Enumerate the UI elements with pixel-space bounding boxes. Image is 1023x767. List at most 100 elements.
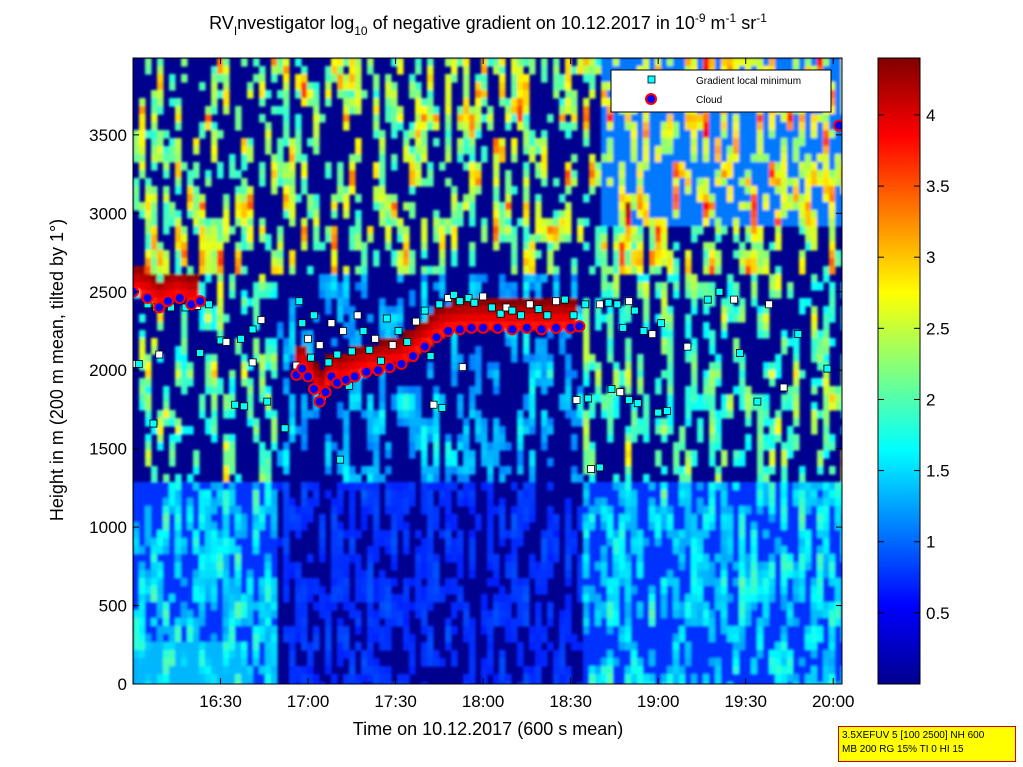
heatmap-cell: [745, 122, 752, 131]
heatmap-cell: [613, 530, 620, 539]
heatmap-cell: [409, 250, 416, 259]
heatmap-cell: [421, 314, 428, 323]
heatmap-cell: [307, 586, 314, 595]
heatmap-cell: [451, 610, 458, 619]
heatmap-cell: [667, 562, 674, 571]
heatmap-cell: [349, 234, 356, 243]
heatmap-cell: [751, 546, 758, 555]
heatmap-cell: [163, 482, 170, 491]
heatmap-cell: [607, 170, 614, 179]
heatmap-cell: [643, 418, 650, 427]
heatmap-cell: [673, 482, 680, 491]
heatmap-cell: [313, 226, 320, 235]
heatmap-cell: [511, 586, 518, 595]
heatmap-cell: [241, 210, 248, 219]
heatmap-cell: [511, 90, 518, 99]
heatmap-cell: [349, 650, 356, 659]
heatmap-cell: [175, 274, 182, 283]
heatmap-cell: [151, 522, 158, 531]
heatmap-cell: [697, 434, 704, 443]
heatmap-cell: [439, 594, 446, 603]
heatmap-cell: [637, 266, 644, 275]
heatmap-cell: [763, 130, 770, 139]
heatmap-cell: [451, 546, 458, 555]
heatmap-cell: [181, 642, 188, 651]
heatmap-cell: [481, 298, 488, 307]
heatmap-cell: [217, 378, 224, 387]
heatmap-cell: [661, 530, 668, 539]
heatmap-cell: [187, 378, 194, 387]
heatmap-cell: [373, 410, 380, 419]
heatmap-cell: [523, 522, 530, 531]
heatmap-cell: [367, 658, 374, 667]
heatmap-cell: [667, 522, 674, 531]
heatmap-cell: [163, 162, 170, 171]
heatmap-cell: [445, 218, 452, 227]
heatmap-cell: [703, 594, 710, 603]
heatmap-cell: [373, 634, 380, 643]
heatmap-cell: [613, 594, 620, 603]
heatmap-cell: [523, 146, 530, 155]
heatmap-cell: [571, 122, 578, 131]
heatmap-cell: [343, 578, 350, 587]
heatmap-cell: [601, 650, 608, 659]
heatmap-cell: [643, 538, 650, 547]
heatmap-cell: [571, 90, 578, 99]
heatmap-cell: [541, 146, 548, 155]
heatmap-cell: [373, 530, 380, 539]
heatmap-cell: [271, 170, 278, 179]
heatmap-cell: [739, 130, 746, 139]
heatmap-cell: [631, 170, 638, 179]
heatmap-cell: [751, 218, 758, 227]
heatmap-cell: [547, 218, 554, 227]
heatmap-cell: [445, 90, 452, 99]
heatmap-cell: [373, 610, 380, 619]
heatmap-cell: [697, 154, 704, 163]
heatmap-cell: [367, 618, 374, 627]
heatmap-cell: [589, 578, 596, 587]
heatmap-cell: [649, 138, 656, 147]
heatmap-cell: [241, 586, 248, 595]
heatmap-cell: [331, 498, 338, 507]
heatmap-cell: [679, 578, 686, 587]
heatmap-cell: [739, 242, 746, 251]
heatmap-cell: [229, 610, 236, 619]
heatmap-cell: [619, 602, 626, 611]
heatmap-cell: [133, 514, 140, 523]
heatmap-cell: [235, 586, 242, 595]
heatmap-cell: [193, 450, 200, 459]
heatmap-cell: [199, 538, 206, 547]
heatmap-cell: [199, 618, 206, 627]
heatmap-cell: [637, 578, 644, 587]
heatmap-cell: [763, 122, 770, 131]
heatmap-cell: [571, 282, 578, 291]
heatmap-cell: [757, 210, 764, 219]
heatmap-cell: [637, 482, 644, 491]
heatmap-cell: [607, 682, 614, 684]
heatmap-cell: [253, 626, 260, 635]
heatmap-cell: [673, 242, 680, 251]
heatmap-cell: [475, 122, 482, 131]
heatmap-cell: [301, 594, 308, 603]
heatmap-cell: [163, 626, 170, 635]
heatmap-cell: [445, 106, 452, 115]
heatmap-cell: [187, 482, 194, 491]
heatmap-cell: [553, 530, 560, 539]
heatmap-cell: [319, 522, 326, 531]
heatmap-cell: [343, 562, 350, 571]
heatmap-cell: [493, 506, 500, 515]
heatmap-cell: [361, 242, 368, 251]
heatmap-cell: [535, 682, 542, 684]
heatmap-cell: [721, 458, 728, 467]
heatmap-cell: [559, 74, 566, 83]
heatmap-cell: [607, 354, 614, 363]
heatmap-cell: [553, 66, 560, 75]
heatmap-cell: [415, 90, 422, 99]
heatmap-cell: [139, 346, 146, 355]
heatmap-cell: [487, 114, 494, 123]
heatmap-cell: [175, 170, 182, 179]
heatmap-cell: [271, 362, 278, 371]
heatmap-cell: [385, 666, 392, 675]
heatmap-cell: [253, 562, 260, 571]
heatmap-cell: [445, 138, 452, 147]
